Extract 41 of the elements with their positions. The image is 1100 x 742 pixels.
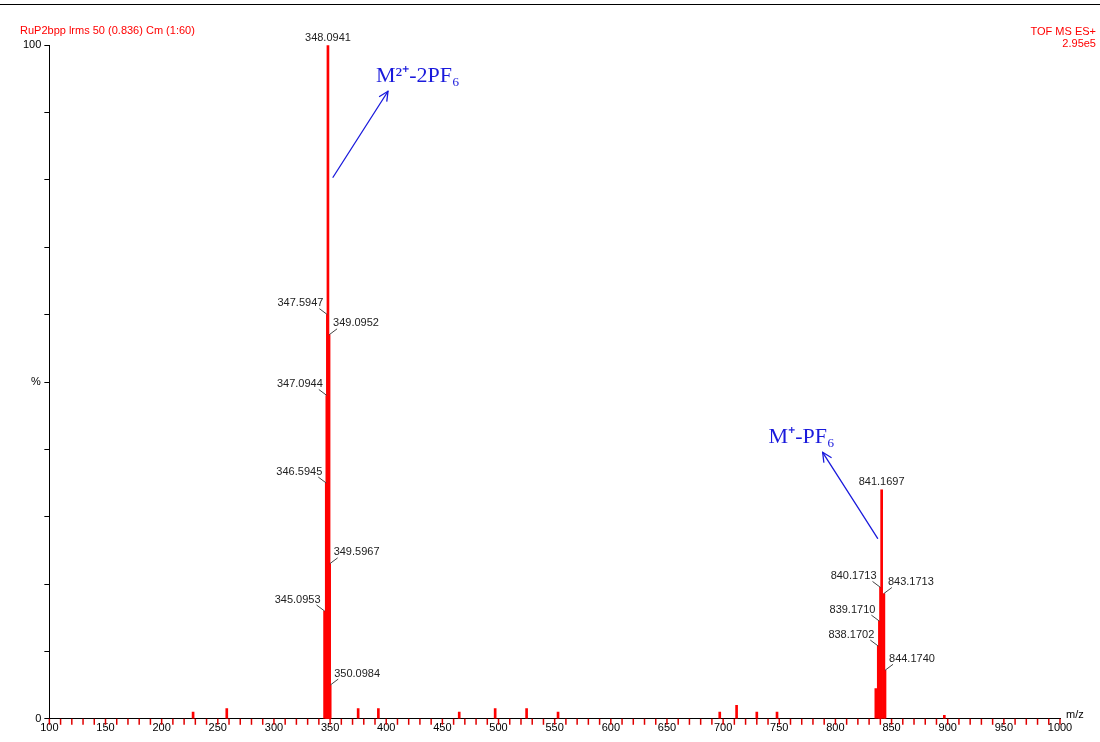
x-tick-label: 850: [882, 721, 901, 734]
x-tick-label: 500: [489, 721, 508, 734]
x-tick-label: 350: [320, 721, 340, 734]
annotation: 347.0944: [276, 377, 323, 389]
annotation: 843.1713: [887, 575, 934, 588]
text: TOF MS ES+: [1030, 24, 1096, 37]
annotation: 345.0953: [274, 592, 321, 605]
annotation: 348.0941: [305, 30, 351, 43]
x-tick-label: 250: [208, 721, 227, 734]
annotation: 840.1713: [830, 568, 877, 581]
x-tick-label: 800: [826, 721, 845, 734]
x-tick-label: 1000: [1047, 721, 1073, 734]
x-tick-label: 750: [770, 721, 789, 734]
annotation: 349.5967: [333, 545, 380, 558]
x-tick-label: 700: [713, 721, 733, 734]
x-tick-label: 900: [938, 721, 957, 734]
annotation: 350.0984: [334, 666, 381, 679]
y-axis-title: %: [31, 375, 42, 388]
text: 2.95e5: [1062, 36, 1096, 49]
annotation: 346.5945: [276, 464, 323, 477]
annotation: M⁺-PF₆: [768, 423, 835, 449]
x-axis-title: m/z: [1066, 708, 1084, 721]
annotation: 841.1697: [858, 475, 905, 488]
x-tick-label: 100: [40, 721, 59, 734]
x-tick-label: 200: [152, 721, 171, 734]
x-tick-label: 650: [657, 721, 677, 734]
x-tick-label: 450: [433, 721, 452, 734]
x-tick-label: 950: [994, 721, 1014, 734]
x-tick-label: 150: [96, 721, 115, 734]
annotation: 839.1710: [829, 602, 876, 615]
annotation: M²⁺-2PF₆: [376, 62, 460, 88]
chart-title: RuP2bpp lrms 50 (0.836) Cm (1:60): [20, 23, 195, 36]
x-tick-label: 600: [601, 721, 620, 734]
x-tick-label: 400: [377, 721, 396, 734]
annotation: 838.1702: [828, 627, 875, 640]
annotation: 349.0952: [333, 316, 379, 329]
y-tick-label: 0: [35, 711, 42, 724]
x-tick-label: 300: [264, 721, 284, 734]
x-tick-label: 550: [545, 721, 564, 734]
annotation: 347.5947: [277, 296, 324, 309]
annotation: 844.1740: [889, 651, 935, 664]
